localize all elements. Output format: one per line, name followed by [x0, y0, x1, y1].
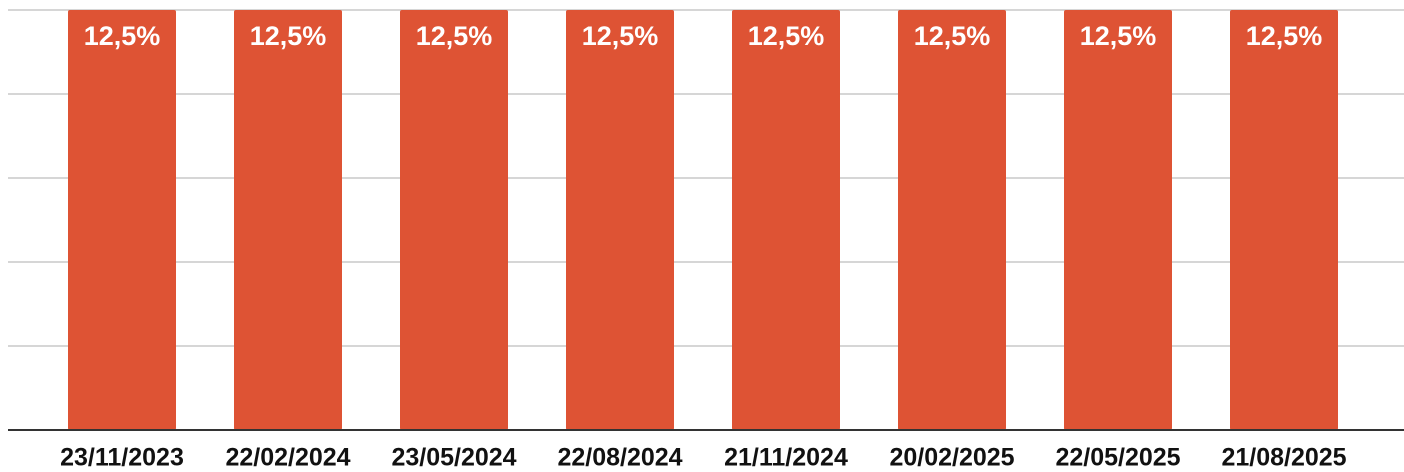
bar [234, 10, 342, 430]
bar [400, 10, 508, 430]
x-tick-label: 22/02/2024 [225, 444, 350, 472]
bar [1064, 10, 1172, 430]
x-tick-label: 20/02/2025 [889, 444, 1014, 472]
x-tick-label: 21/11/2024 [724, 444, 848, 472]
data-label: 12,5% [250, 21, 327, 51]
bar [566, 10, 674, 430]
data-label: 12,5% [416, 21, 493, 51]
data-label: 12,5% [582, 21, 659, 51]
bar [68, 10, 176, 430]
x-tick-label: 23/11/2023 [60, 444, 184, 472]
data-label: 12,5% [748, 21, 825, 51]
data-label: 12,5% [1246, 21, 1323, 51]
x-tick-label: 23/05/2024 [391, 444, 516, 472]
data-label: 12,5% [84, 21, 161, 51]
data-label: 12,5% [1080, 21, 1157, 51]
data-label: 12,5% [914, 21, 991, 51]
bar [898, 10, 1006, 430]
x-tick-label: 22/05/2025 [1055, 444, 1180, 472]
bar [732, 10, 840, 430]
x-tick-label: 22/08/2024 [557, 444, 682, 472]
bar [1230, 10, 1338, 430]
x-tick-label: 21/08/2025 [1221, 444, 1346, 472]
